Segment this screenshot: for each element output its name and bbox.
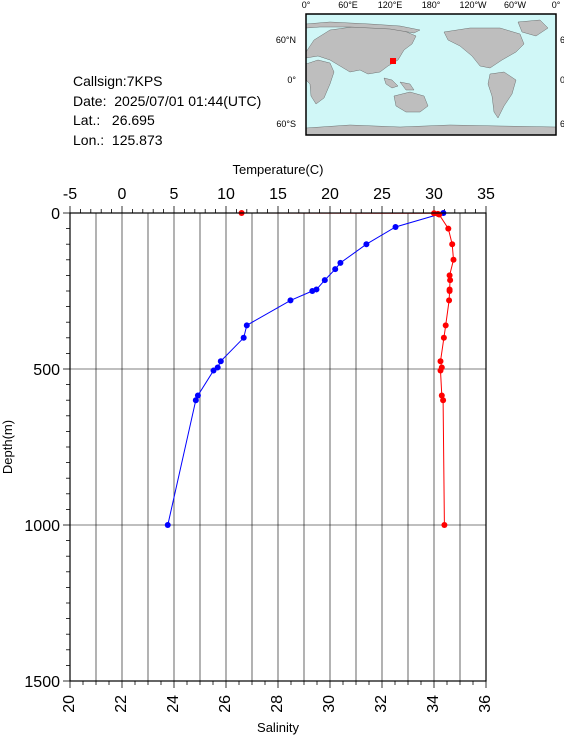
map-lon-label: 0° xyxy=(302,0,311,10)
salinity-point xyxy=(447,277,454,284)
salinity-point xyxy=(440,334,447,341)
top-axis-title: Temperature(C) xyxy=(232,162,323,177)
temperature-point xyxy=(210,367,217,374)
map-lon-label: 180° xyxy=(422,0,441,10)
bottom-tick-label: 28 xyxy=(269,695,286,713)
salinity-point xyxy=(446,297,453,304)
salinity-point xyxy=(442,322,449,329)
top-tick-label: 35 xyxy=(477,186,495,203)
y-tick-label: 0 xyxy=(51,206,60,223)
map-lat-label: 60°S xyxy=(276,119,296,129)
temperature-point xyxy=(214,364,221,371)
map-lon-label: 60°W xyxy=(504,0,527,10)
y-tick-label: 1000 xyxy=(24,518,60,535)
world-map: 0° 60°E 120°E 180° 120°W 60°W 0° 60°N 0°… xyxy=(276,0,564,136)
temperature-point xyxy=(287,297,294,304)
y-axis-title: Depth(m) xyxy=(0,420,15,474)
latitude-text: Lat.: 26.695 xyxy=(73,112,155,128)
top-tick-label: 30 xyxy=(425,186,443,203)
bottom-tick-label: 32 xyxy=(373,695,390,713)
map-lat-label-right: 60°N xyxy=(560,35,564,45)
map-lat-label: 60°N xyxy=(276,35,296,45)
map-lat-label: 0° xyxy=(287,75,296,85)
bottom-tick-label: 26 xyxy=(217,695,234,713)
salinity-point xyxy=(440,397,447,404)
salinity-point xyxy=(449,241,456,248)
top-tick-label: 15 xyxy=(269,186,287,203)
salinity-point xyxy=(445,225,452,232)
salinity-point xyxy=(437,358,444,365)
date-text: Date: 2025/07/01 01:44(UTC) xyxy=(73,92,262,109)
salinity-point xyxy=(438,392,445,399)
salinity-point xyxy=(441,522,448,528)
top-tick-label: 5 xyxy=(170,186,179,203)
top-tick-label: -5 xyxy=(63,186,77,203)
bottom-tick-label: 30 xyxy=(321,695,338,713)
top-tick-label: 10 xyxy=(217,186,235,203)
map-lat-labels: 60°N 0° 60°S 60°N 0° 60°S xyxy=(276,35,564,129)
temperature-point xyxy=(164,522,171,528)
bottom-tick-label: 24 xyxy=(165,695,182,713)
top-tick-label: 20 xyxy=(321,186,339,203)
temperature-point xyxy=(240,334,247,341)
temperature-point xyxy=(392,224,399,231)
plot-frame xyxy=(69,212,487,682)
map-lon-label: 120°W xyxy=(459,0,487,10)
map-lon-label: 120°E xyxy=(378,0,403,10)
temperature-point xyxy=(243,322,250,329)
bottom-tick-label: 34 xyxy=(425,695,442,713)
temperature-point xyxy=(194,392,201,399)
salinity-point xyxy=(446,272,453,279)
salinity-point xyxy=(437,367,444,374)
top-tick-label: 0 xyxy=(118,186,127,203)
y-tick-label: 1500 xyxy=(24,674,60,691)
temperature-point xyxy=(332,266,339,273)
bottom-tick-label: 20 xyxy=(61,695,78,713)
bottom-tick-label: 22 xyxy=(113,695,130,713)
temperature-point xyxy=(337,259,344,266)
map-lon-labels: 0° 60°E 120°E 180° 120°W 60°W 0° xyxy=(302,0,561,10)
map-lon-label: 0° xyxy=(552,0,561,10)
map-land xyxy=(305,19,557,136)
plot-series xyxy=(164,210,457,528)
salinity-point xyxy=(450,256,457,263)
temperature-point xyxy=(309,288,316,294)
callsign-text: Callsign:7KPS xyxy=(73,73,163,89)
temperature-point xyxy=(217,358,224,365)
temperature-point xyxy=(363,241,370,248)
plot-grid xyxy=(70,213,486,681)
longitude-text: Lon.: 125.873 xyxy=(73,131,163,148)
y-tick-label: 500 xyxy=(33,362,60,379)
station-info: Callsign:7KPS Date: 2025/07/01 01:44(UTC… xyxy=(73,72,261,150)
bottom-tick-label: 36 xyxy=(477,695,494,713)
map-lat-label-right: 60°S xyxy=(560,119,564,129)
temperature-point xyxy=(321,277,328,284)
salinity-point xyxy=(446,288,453,294)
map-lon-label: 60°E xyxy=(338,0,358,10)
top-tick-label: 25 xyxy=(373,186,391,203)
bottom-axis-title: Salinity xyxy=(257,720,299,735)
station-marker xyxy=(390,58,396,64)
map-lat-label-right: 0° xyxy=(560,75,564,85)
temperature-point xyxy=(192,397,199,404)
